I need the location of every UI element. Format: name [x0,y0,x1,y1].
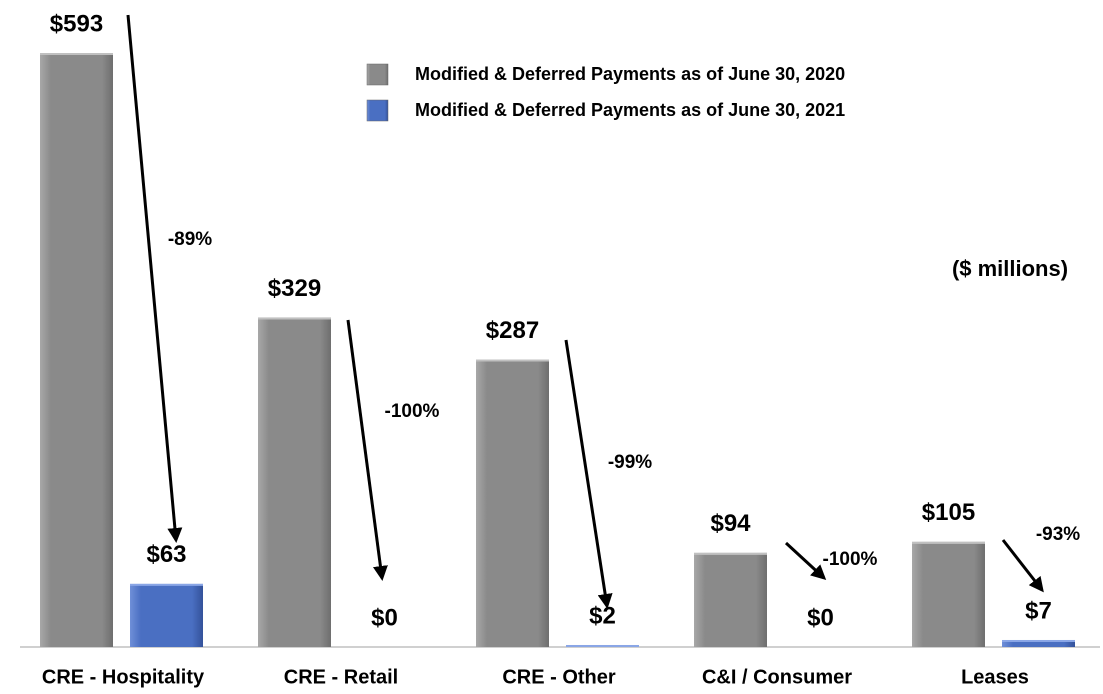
bar [1002,639,1075,647]
x-tick-label: Leases [961,666,1029,688]
data-label: $593 [50,10,103,37]
bar [694,552,767,647]
change-arrow [346,319,388,581]
change-arrow [564,339,613,609]
data-label: $94 [710,510,751,537]
change-arrow [1001,539,1044,593]
bar [40,53,113,647]
bar [258,317,331,647]
annotation: -99% [608,452,652,473]
bar [476,359,549,647]
data-label: $2 [589,602,616,629]
annotation: -93% [1036,524,1080,545]
units-label: ($ millions) [952,256,1068,281]
change-arrow [784,541,827,581]
data-label: $105 [922,499,975,526]
x-tick-label: CRE - Hospitality [42,666,205,688]
x-tick-label: C&I / Consumer [702,666,852,688]
annotation: -100% [385,401,440,422]
data-label: $0 [371,604,398,631]
annotation: -89% [168,229,212,250]
bar [912,541,985,647]
legend-label: Modified & Deferred Payments as of June … [415,100,845,120]
data-label: $329 [268,275,321,302]
data-label: $7 [1025,597,1052,624]
annotation: -100% [823,549,878,570]
legend-label: Modified & Deferred Payments as of June … [415,64,845,84]
x-tick-label: CRE - Other [502,666,616,688]
data-label: $0 [807,604,834,631]
data-label: $287 [486,317,539,344]
data-label: $63 [146,541,186,568]
change-arrow [126,14,183,543]
legend-swatch [366,63,389,86]
legend-swatch [366,99,389,122]
bar [130,583,203,647]
x-tick-label: CRE - Retail [284,666,398,688]
